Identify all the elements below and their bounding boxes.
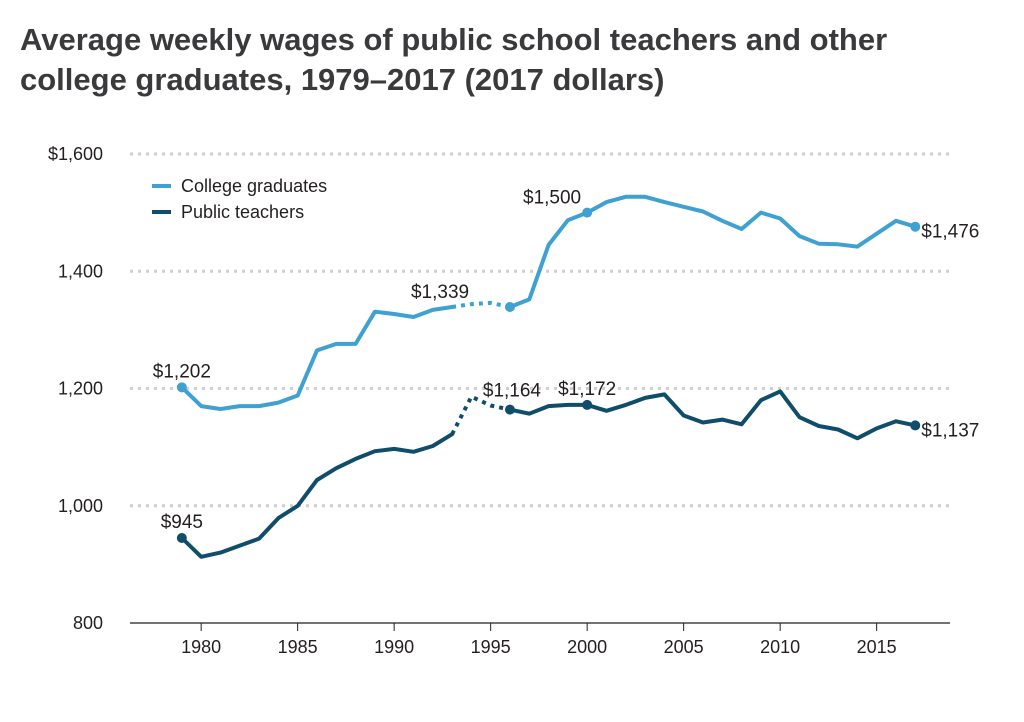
x-tick-label: 2015: [857, 637, 897, 657]
chart-title: Average weekly wages of public school te…: [20, 20, 980, 100]
y-tick-label: 1,400: [58, 261, 103, 281]
data-point-public-teachers: [504, 404, 515, 415]
legend-label: College graduates: [181, 176, 327, 196]
data-point-college-graduates: [176, 382, 187, 393]
series-line-public-teachers: [508, 389, 918, 441]
series-line-college-graduates: [508, 194, 918, 309]
data-point-college-graduates: [910, 221, 921, 232]
data-label: $1,476: [921, 222, 979, 243]
x-tick-label: 1985: [278, 637, 318, 657]
data-point-public-teachers: [582, 399, 593, 410]
data-point-college-graduates: [504, 302, 515, 313]
y-tick-label: $1,600: [48, 144, 103, 164]
y-tick-label: 1,200: [58, 379, 103, 399]
series-line-college-graduates: [179, 305, 455, 411]
data-label: $945: [161, 512, 203, 533]
y-tick-label: 1,000: [58, 496, 103, 516]
data-label: $1,137: [921, 420, 979, 441]
series-line-public-teachers: [450, 394, 511, 436]
data-label: $1,500: [523, 188, 581, 209]
x-tick-label: 2000: [567, 637, 607, 657]
x-tick-label: 2010: [760, 637, 800, 657]
x-tick-label: 2005: [664, 637, 704, 657]
data-point-public-teachers: [176, 532, 187, 543]
data-point-college-graduates: [582, 207, 593, 218]
data-label: $1,339: [411, 282, 469, 303]
chart-title-line-1: Average weekly wages of public school te…: [20, 22, 888, 57]
chart-title-line-2: college graduates, 1979–2017 (2017 dolla…: [20, 62, 665, 97]
legend-label: Public teachers: [181, 202, 304, 222]
data-point-public-teachers: [910, 420, 921, 431]
x-tick-label: 1980: [181, 637, 221, 657]
data-label: $1,172: [558, 379, 616, 400]
x-tick-label: 1990: [374, 637, 414, 657]
y-tick-label: 800: [73, 613, 103, 633]
series-line-college-graduates: [451, 300, 511, 309]
series-line-public-teachers: [179, 432, 455, 559]
data-label: $1,202: [153, 361, 211, 382]
data-label: $1,164: [483, 381, 542, 402]
x-tick-label: 1995: [471, 637, 511, 657]
